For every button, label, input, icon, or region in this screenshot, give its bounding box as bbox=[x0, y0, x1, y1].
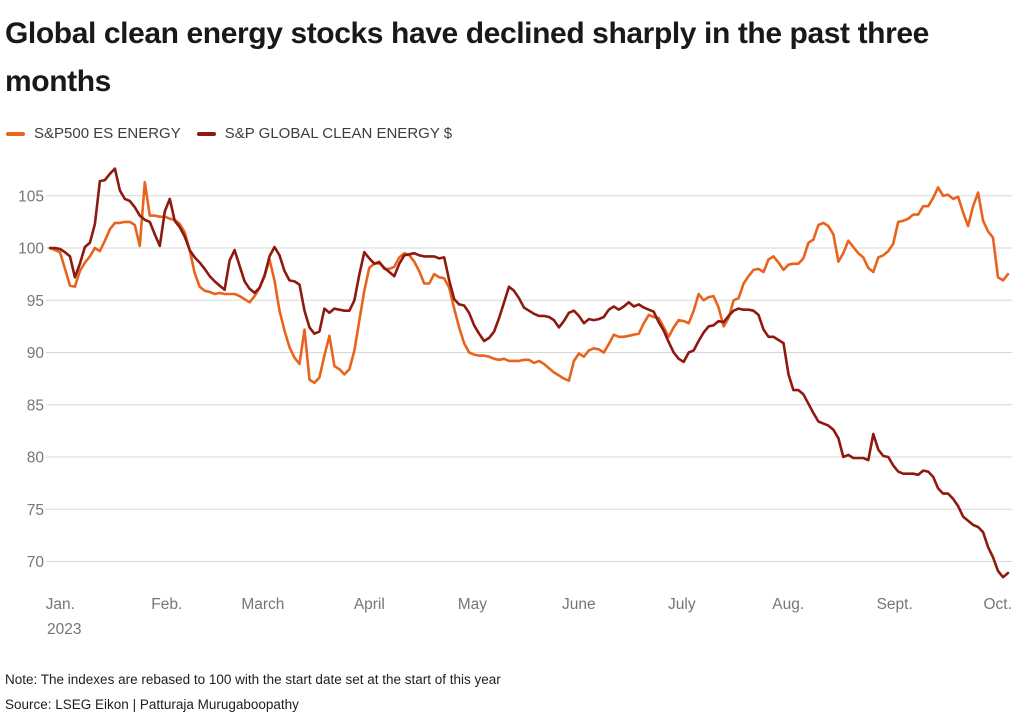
legend-swatch-icon bbox=[6, 131, 25, 136]
x-tick-label: June bbox=[562, 596, 596, 613]
chart-title: Global clean energy stocks have declined… bbox=[5, 17, 929, 98]
chart-source: Source: LSEG Eikon | Patturaja Murugaboo… bbox=[5, 697, 299, 712]
legend-label: S&P500 ES ENERGY bbox=[34, 125, 181, 142]
x-tick-label: Sept. bbox=[877, 596, 913, 613]
x-tick-label: Oct. bbox=[983, 596, 1011, 613]
x-tick-label: May bbox=[458, 596, 488, 613]
legend-swatch-icon bbox=[196, 131, 216, 136]
y-tick-label: 95 bbox=[27, 293, 44, 310]
legend-item-sp500-es-energy: S&P500 ES ENERGY bbox=[6, 125, 181, 142]
x-tick-label: Feb. bbox=[151, 596, 182, 613]
x-tick-label: July bbox=[668, 596, 696, 613]
legend-item-sp-global-clean-energy: S&P GLOBAL CLEAN ENERGY $ bbox=[196, 125, 453, 142]
x-tick-label: April bbox=[354, 596, 385, 613]
y-tick-label: 70 bbox=[27, 554, 45, 571]
series-line-s-p-global-clean-energy bbox=[48, 167, 1010, 579]
chart-note: Note: The indexes are rebased to 100 wit… bbox=[5, 672, 501, 687]
y-tick-label: 105 bbox=[18, 188, 44, 205]
y-tick-label: 85 bbox=[27, 397, 44, 414]
legend-label: S&P GLOBAL CLEAN ENERGY $ bbox=[224, 125, 453, 142]
x-tick-label: Jan. bbox=[46, 596, 75, 613]
y-tick-label: 75 bbox=[27, 502, 44, 519]
y-tick-label: 100 bbox=[18, 241, 44, 258]
x-tick-label: Aug. bbox=[772, 596, 804, 613]
y-tick-label: 90 bbox=[27, 345, 45, 362]
y-tick-label: 80 bbox=[27, 450, 45, 467]
x-tick-label: March bbox=[241, 596, 284, 613]
chart-legend: S&P500 ES ENERGY S&P GLOBAL CLEAN ENERGY… bbox=[6, 125, 468, 142]
series-line-s-p500-es-energy bbox=[48, 180, 1010, 385]
x-tick-year-label: 2023 bbox=[47, 621, 81, 638]
